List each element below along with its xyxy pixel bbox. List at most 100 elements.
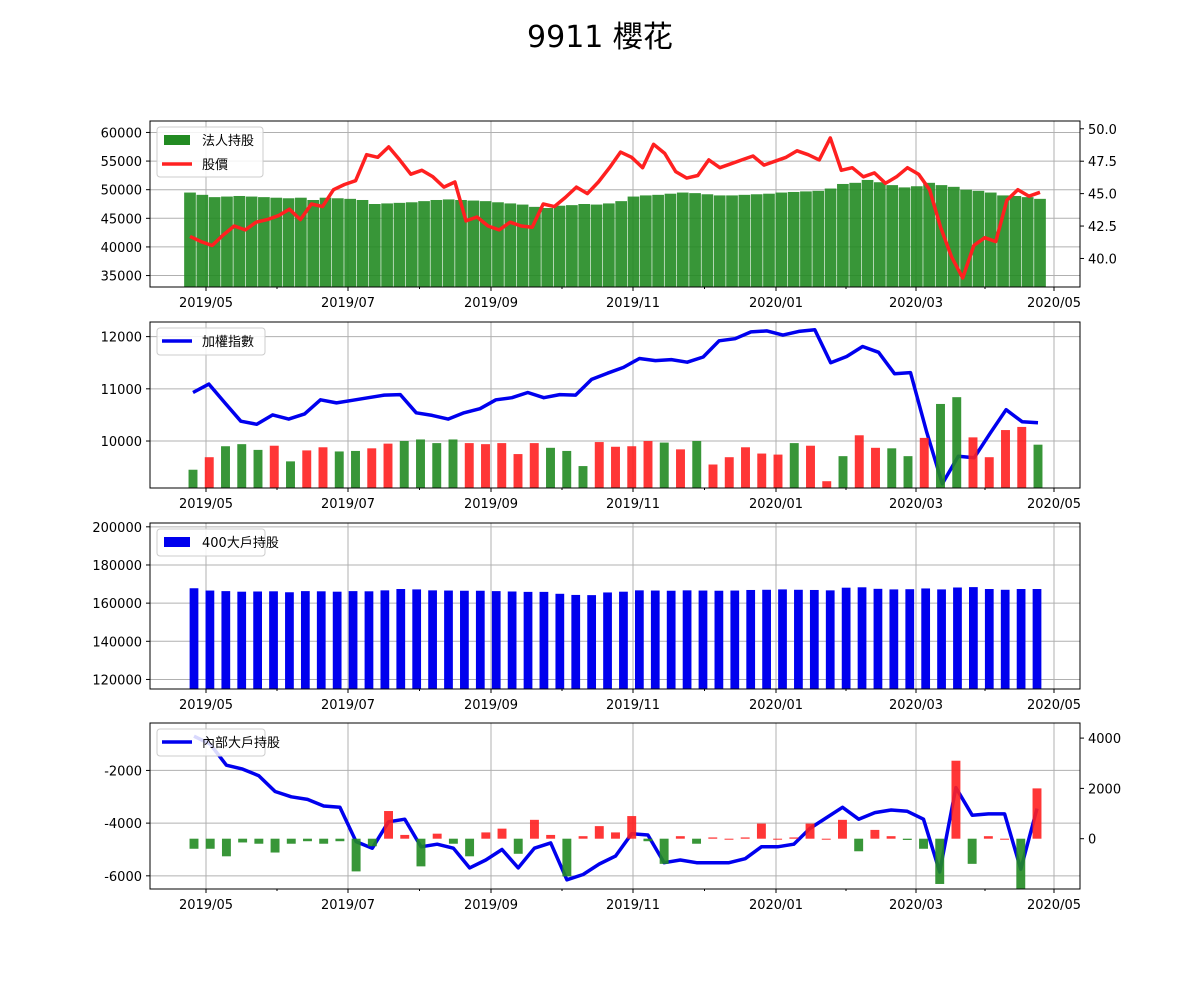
- bar: [380, 590, 390, 689]
- bar: [615, 201, 628, 287]
- bar: [889, 589, 899, 689]
- legend-label: 法人持股: [202, 134, 254, 149]
- bar: [886, 836, 896, 839]
- x-tick-label: 2020/05: [1027, 898, 1081, 913]
- bar: [467, 200, 480, 287]
- bar: [1017, 426, 1027, 488]
- bar: [983, 836, 993, 839]
- bar: [838, 819, 847, 839]
- bar: [238, 838, 248, 843]
- y-right-tick-label: 45.0: [1088, 188, 1117, 203]
- bar: [738, 194, 751, 287]
- x-tick-label: 2019/05: [179, 898, 233, 913]
- bar: [602, 203, 615, 287]
- bar: [972, 190, 985, 287]
- x-tick-label: 2019/11: [606, 296, 660, 311]
- bar: [590, 204, 603, 287]
- bar: [746, 589, 756, 689]
- bar: [997, 195, 1009, 287]
- bar: [253, 449, 263, 488]
- bar: [726, 195, 738, 287]
- x-tick-label: 2019/05: [179, 296, 233, 311]
- x-tick-label: 2019/05: [179, 497, 233, 512]
- legend-label: 股價: [202, 158, 228, 173]
- y-tick-label: 180000: [92, 559, 142, 574]
- x-tick-label: 2020/05: [1027, 698, 1081, 713]
- bar: [492, 202, 504, 287]
- bar: [189, 838, 199, 849]
- bar: [529, 443, 539, 488]
- bar: [562, 838, 572, 877]
- bar: [1034, 198, 1046, 287]
- x-tick-label: 2019/07: [321, 296, 375, 311]
- bar: [969, 587, 978, 689]
- bar: [1016, 838, 1026, 889]
- bar: [619, 591, 628, 689]
- panel1: 2019/05 2019/07 2019/09 2019/11 2020/01 2020/…: [101, 120, 1117, 311]
- bar: [887, 448, 897, 488]
- x-tick-label: 2020/05: [1027, 296, 1081, 311]
- bar: [269, 445, 279, 488]
- bar: [189, 588, 199, 689]
- bar: [838, 456, 848, 488]
- bar: [643, 838, 653, 842]
- legend-label: 400大戶持股: [202, 536, 279, 551]
- bar: [221, 838, 231, 857]
- bar: [947, 186, 960, 287]
- bar: [269, 591, 278, 689]
- bar: [841, 587, 851, 689]
- bar: [405, 202, 418, 287]
- bar: [237, 591, 247, 689]
- bar: [578, 204, 591, 287]
- x-tick-label: 2020/05: [1027, 497, 1081, 512]
- bar: [351, 838, 361, 872]
- bar: [204, 457, 214, 488]
- bar: [553, 205, 566, 287]
- bar: [1032, 788, 1042, 839]
- bar: [546, 834, 556, 839]
- y-tick-label: 12000: [101, 331, 142, 346]
- y-tick-label: -6000: [104, 870, 142, 885]
- bar: [794, 589, 803, 689]
- bar: [270, 197, 283, 287]
- bar: [905, 589, 915, 689]
- bar: [902, 838, 912, 840]
- bar: [812, 190, 825, 287]
- bar: [344, 198, 356, 287]
- bar: [555, 593, 565, 689]
- bar: [430, 199, 443, 287]
- bar: [713, 195, 726, 287]
- x-tick-label: 2019/09: [464, 698, 518, 713]
- bar: [659, 838, 669, 864]
- bar: [953, 587, 962, 689]
- bar: [634, 590, 644, 689]
- x-tick-label: 2020/01: [749, 296, 803, 311]
- x-tick-label: 2019/05: [179, 698, 233, 713]
- bar: [516, 204, 529, 287]
- y-right-tick-label: 2000: [1088, 782, 1121, 797]
- bar: [603, 592, 612, 689]
- bar: [460, 590, 469, 689]
- bar: [393, 202, 406, 287]
- bar: [348, 591, 358, 689]
- bar: [270, 838, 280, 853]
- bar: [762, 589, 771, 689]
- y-right-tick-label: 50.0: [1088, 123, 1117, 138]
- bar: [689, 193, 701, 287]
- bar: [701, 194, 714, 287]
- x-tick-label: 2019/11: [606, 698, 660, 713]
- y-tick-label: 200000: [92, 521, 142, 536]
- bar: [692, 838, 702, 844]
- chart-title: 9911 櫻花: [527, 20, 673, 55]
- bar: [805, 823, 815, 839]
- bar: [874, 182, 886, 287]
- bar: [1033, 444, 1043, 488]
- y-tick-label: 10000: [101, 435, 142, 450]
- x-tick-label: 2019/07: [321, 898, 375, 913]
- bar: [307, 199, 320, 287]
- bar: [967, 838, 977, 864]
- y-tick-label: -4000: [104, 817, 142, 832]
- bar: [789, 837, 799, 839]
- bar: [562, 450, 572, 488]
